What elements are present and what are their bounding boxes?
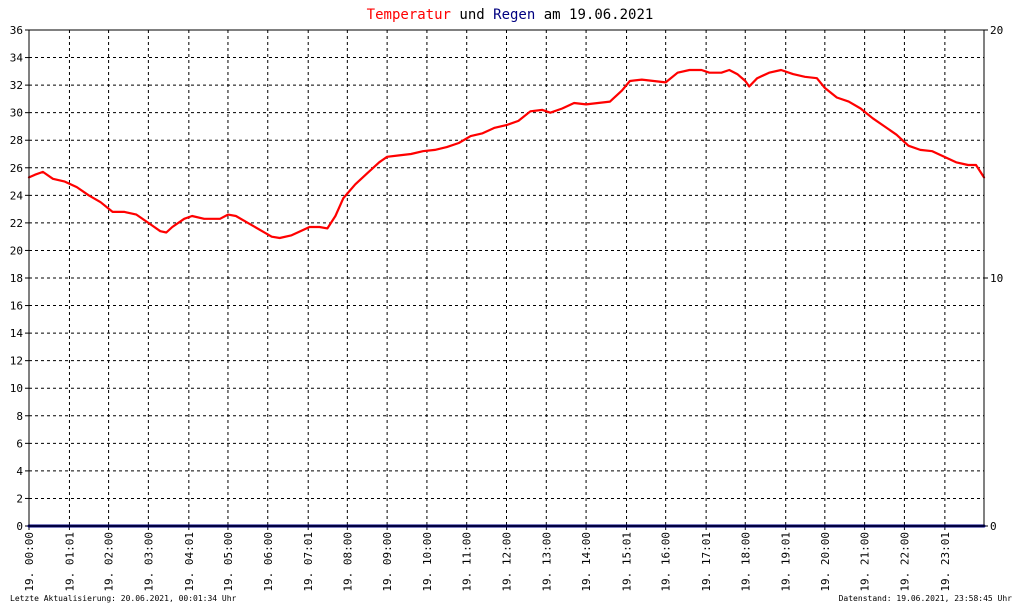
y-left-tick-label: 12 <box>10 355 23 368</box>
chart-grid <box>29 29 984 527</box>
y-left-tick-label: 20 <box>10 244 23 257</box>
y-left-tick-label: 30 <box>10 107 23 120</box>
x-tick-label: 19. 21:00 <box>859 532 872 592</box>
x-axis: 19. 00:00 19. 01:01 19. 02:00 19. 03:00 19. … <box>23 526 952 592</box>
chart-title: Temperatur und Regen am 19.06.2021 <box>367 7 654 23</box>
plot-frame <box>28 29 985 527</box>
title-und-text: und <box>459 7 484 23</box>
x-tick-label: 19. 12:00 <box>501 532 514 592</box>
x-tick-label: 19. 16:00 <box>660 532 673 592</box>
x-tick-label: 19. 01:01 <box>63 532 76 592</box>
y-left-tick-label: 8 <box>16 410 23 423</box>
x-tick-label: 19. 14:00 <box>580 532 593 592</box>
x-tick-label: 19. 22:00 <box>898 532 911 592</box>
footer-data-status: Datenstand: 19.06.2021, 23:58:45 Uhr <box>839 594 1013 603</box>
title-rain-word: Regen <box>493 7 535 23</box>
title-und-word <box>451 7 459 23</box>
y-left-tick-label: 16 <box>10 300 23 313</box>
x-tick-label: 19. 17:01 <box>700 532 713 592</box>
title-space-3 <box>561 7 569 23</box>
y-left-tick-label: 32 <box>10 79 23 92</box>
x-tick-label: 19. 08:00 <box>341 532 354 592</box>
x-tick-label: 19. 11:00 <box>461 532 474 592</box>
series-line-temperature <box>27 68 986 240</box>
title-temp-word: Temperatur <box>367 7 451 23</box>
x-tick-label: 19. 03:00 <box>142 532 155 592</box>
x-tick-label: 19. 09:00 <box>381 532 394 592</box>
y-right-tick-label: 0 <box>990 520 997 533</box>
x-tick-label: 19. 23:01 <box>939 532 952 592</box>
x-tick-label: 19. 06:00 <box>262 532 275 592</box>
title-space <box>485 7 493 23</box>
x-tick-label: 19. 10:00 <box>421 532 434 592</box>
x-tick-label: 19. 13:00 <box>540 532 553 592</box>
y-left-tick-label: 6 <box>16 437 23 450</box>
x-tick-label: 19. 04:01 <box>183 532 196 592</box>
y-left-tick-label: 14 <box>10 327 24 340</box>
y-left-tick-label: 34 <box>10 52 24 65</box>
y-left-tick-label: 36 <box>10 24 23 37</box>
y-left-tick-label: 28 <box>10 134 23 147</box>
y-left-tick-label: 26 <box>10 162 23 175</box>
y-left-tick-label: 10 <box>10 382 23 395</box>
x-tick-label: 19. 18:00 <box>739 532 752 592</box>
y-left-tick-label: 18 <box>10 272 23 285</box>
title-date: 19.06.2021 <box>569 7 653 23</box>
x-tick-label: 19. 15:01 <box>621 532 634 592</box>
y-left-tick-label: 22 <box>10 217 23 230</box>
y-right-tick-label: 20 <box>990 24 1003 37</box>
x-tick-label: 19. 20:00 <box>819 532 832 592</box>
x-tick-label: 19. 02:00 <box>103 532 116 592</box>
y-left-tick-label: 0 <box>16 520 23 533</box>
x-tick-label: 19. 00:00 <box>23 532 36 592</box>
y-left-tick-label: 2 <box>16 492 23 505</box>
y-left-tick-label: 4 <box>16 465 23 478</box>
title-am-word: am <box>544 7 561 23</box>
footer-last-update: Letzte Aktualisierung: 20.06.2021, 00:01… <box>10 594 237 603</box>
x-tick-label: 19. 05:00 <box>222 532 235 592</box>
y-left-tick-label: 24 <box>10 189 24 202</box>
x-tick-label: 19. 19:01 <box>780 532 793 592</box>
title-space-2 <box>535 7 543 23</box>
y-axis-right: 0 10 20 <box>984 24 1003 533</box>
y-right-tick-label: 10 <box>990 272 1003 285</box>
x-tick-label: 19. 07:01 <box>302 532 315 592</box>
